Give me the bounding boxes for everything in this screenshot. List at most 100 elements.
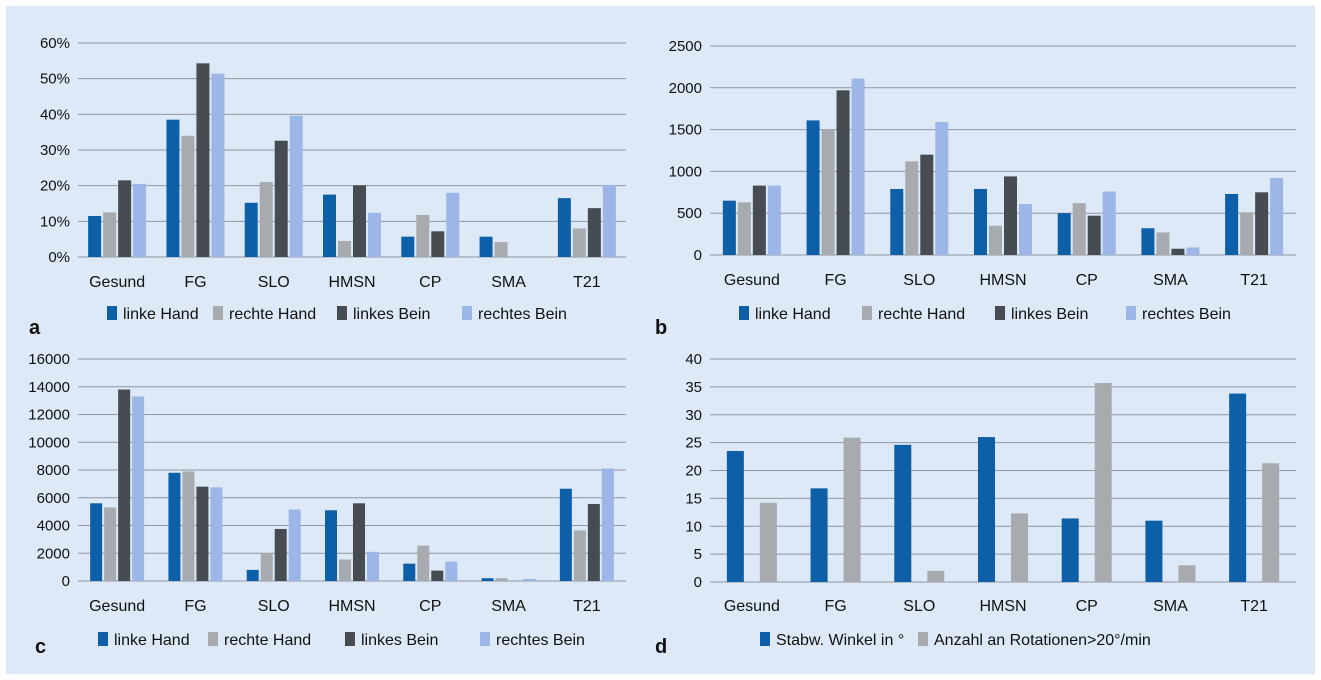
bar-a-sma-s1 <box>479 236 493 257</box>
category-label: FG <box>184 598 206 615</box>
category-label: T21 <box>573 274 601 291</box>
bar-c-gesund-s4 <box>132 396 145 581</box>
y-tick-label: 8000 <box>37 462 70 479</box>
legend-label: rechtes Bein <box>496 632 585 649</box>
legend-swatch <box>208 632 218 646</box>
category-label: SLO <box>258 274 290 291</box>
y-tick-label: 10000 <box>28 434 70 451</box>
bar-b-gesund-s4 <box>767 185 781 255</box>
chart-panel-b: 0 500 1000 1500 2000 2500 Gesund FG SLO HMSN CP SMA… <box>655 38 1296 339</box>
bar-d-fg-s2 <box>843 437 861 582</box>
bar-b-sma-s4 <box>1186 247 1200 255</box>
bar-a-fg-s2 <box>181 135 195 257</box>
bar-c-t21-s1 <box>559 488 572 581</box>
y-tick-label: 6000 <box>37 490 70 507</box>
category-label: FG <box>824 272 846 289</box>
category-label: Gesund <box>724 272 780 289</box>
category-label: SLO <box>903 598 935 615</box>
legend-label: Anzahl an Rotationen>20°/min <box>934 632 1151 649</box>
bar-b-t21-s2 <box>1240 212 1254 255</box>
legend-label: rechte Hand <box>229 306 316 323</box>
legend-swatch <box>107 306 117 320</box>
bar-b-t21-s1 <box>1225 193 1239 255</box>
bar-c-t21-s4 <box>601 468 614 581</box>
bar-c-slo-s4 <box>288 509 301 581</box>
category-label: SMA <box>1153 598 1188 615</box>
legend-swatch <box>462 306 472 320</box>
legend-swatch <box>1126 306 1136 320</box>
bar-a-fg-s1 <box>166 119 180 257</box>
bar-d-cp-s1 <box>1061 518 1079 582</box>
y-tick-label: 16000 <box>28 351 70 368</box>
y-tick-label: 10 <box>685 518 702 535</box>
y-tick-label: 20 <box>685 463 702 480</box>
bar-d-hmsn-s2 <box>1011 513 1028 582</box>
y-tick-label: 14000 <box>28 379 70 396</box>
category-label: Gesund <box>89 274 145 291</box>
category-label: SMA <box>1153 272 1188 289</box>
bar-d-cp-s2 <box>1094 382 1112 582</box>
category-label: HMSN <box>979 272 1026 289</box>
bar-d-hmsn-s1 <box>978 437 995 582</box>
chart-figure: 0% 10% 20% 30% 40% 50% 60% Gesund FG SLO HMSN CP SMA… <box>28 35 1296 658</box>
bar-a-slo-s2 <box>259 182 273 257</box>
legend-swatch <box>98 632 108 646</box>
chart-panel-d: 0 5 10 15 20 25 30 35 40 Gesund FG SLO HMSN CP SMA T21 S… <box>655 351 1296 658</box>
y-tick-label: 30 <box>685 407 702 424</box>
bar-c-hmsn-s3 <box>353 503 365 581</box>
bar-a-cp-s2 <box>416 214 430 257</box>
bar-b-fg-s2 <box>821 129 835 255</box>
figure: 0% 10% 20% 30% 40% 50% 60% Gesund FG SLO HMSN CP SMA… <box>6 6 1315 674</box>
bar-a-hmsn-s1 <box>323 194 336 257</box>
panel-letter: c <box>35 636 46 658</box>
bar-d-t21-s1 <box>1229 393 1247 582</box>
bar-b-slo-s4 <box>935 122 949 256</box>
legend-label: rechte Hand <box>224 632 311 649</box>
bar-b-gesund-s3 <box>752 185 766 255</box>
panel-letter: b <box>655 317 667 339</box>
bar-a-slo-s1 <box>244 202 258 257</box>
bar-a-gesund-s2 <box>103 212 117 257</box>
y-tick-label: 5 <box>694 546 702 563</box>
bar-b-hmsn-s2 <box>989 225 1002 255</box>
bar-d-sma-s1 <box>1145 520 1163 582</box>
bar-b-sma-s3 <box>1171 248 1185 255</box>
bar-a-hmsn-s2 <box>338 240 351 257</box>
y-tick-label: 12000 <box>28 407 70 424</box>
bar-a-sma-s2 <box>494 242 508 257</box>
y-tick-label: 30% <box>40 142 70 159</box>
category-label: FG <box>184 274 206 291</box>
bar-c-hmsn-s2 <box>339 559 351 581</box>
bar-b-t21-s3 <box>1255 192 1269 255</box>
legend-label: linke Hand <box>755 306 831 323</box>
bar-c-cp-s4 <box>445 561 458 581</box>
bar-c-t21-s3 <box>587 503 600 581</box>
bar-d-gesund-s1 <box>726 450 744 582</box>
bar-c-fg-s4 <box>210 487 223 581</box>
bar-c-gesund-s2 <box>104 507 117 581</box>
legend-label: Stabw. Winkel in ° <box>776 632 904 649</box>
category-label: T21 <box>1240 598 1268 615</box>
bar-c-hmsn-s1 <box>325 510 337 581</box>
y-tick-label: 25 <box>685 435 702 452</box>
bar-b-fg-s3 <box>836 90 850 255</box>
category-label: HMSN <box>328 274 375 291</box>
bar-a-cp-s3 <box>431 231 445 257</box>
bar-d-fg-s1 <box>810 488 828 582</box>
legend-label: linkes Bein <box>1011 306 1088 323</box>
category-label: FG <box>824 598 846 615</box>
legend-swatch <box>739 306 749 320</box>
bar-a-cp-s4 <box>446 192 460 257</box>
y-tick-label: 40% <box>40 106 70 123</box>
category-label: CP <box>419 274 441 291</box>
legend-label: rechtes Bein <box>478 306 567 323</box>
bar-b-slo-s2 <box>905 161 919 255</box>
bar-a-hmsn-s4 <box>368 212 381 257</box>
bar-d-slo-s2 <box>927 570 945 582</box>
bar-c-fg-s1 <box>168 472 181 581</box>
legend-swatch <box>862 306 872 320</box>
bar-c-sma-s1 <box>481 578 494 581</box>
y-tick-label: 40 <box>685 351 702 368</box>
bar-b-slo-s1 <box>890 188 904 255</box>
bar-b-cp-s1 <box>1057 213 1071 255</box>
